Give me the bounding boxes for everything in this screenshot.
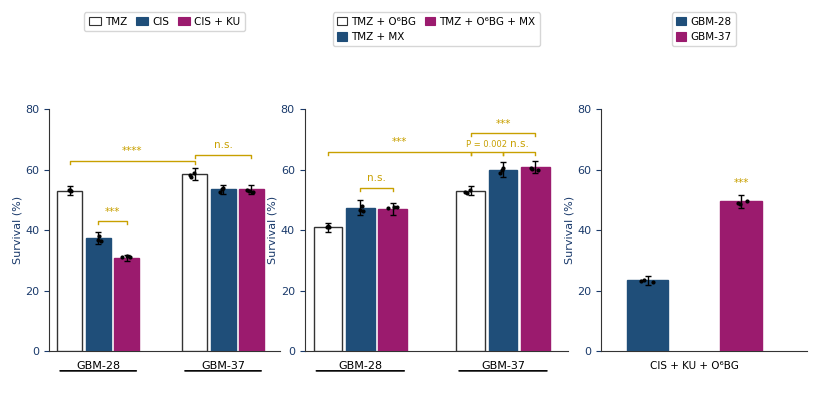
Bar [489, 170, 518, 351]
Text: n.s.: n.s. [214, 140, 233, 150]
Bar [182, 174, 207, 351]
Text: ***: *** [105, 206, 120, 217]
Bar [211, 189, 235, 351]
Text: n.s.: n.s. [509, 139, 528, 149]
Bar [239, 189, 264, 351]
Y-axis label: Survival (%): Survival (%) [564, 196, 574, 264]
Text: ****: **** [122, 146, 142, 156]
Bar [627, 280, 668, 351]
Legend: GBM-28, GBM-37: GBM-28, GBM-37 [672, 13, 736, 46]
Text: n.s.: n.s. [367, 173, 386, 183]
Text: P = 0.002: P = 0.002 [467, 140, 507, 149]
Bar [86, 238, 110, 351]
Bar [114, 258, 139, 351]
Y-axis label: Survival (%): Survival (%) [12, 196, 23, 264]
Y-axis label: Survival (%): Survival (%) [267, 196, 278, 264]
Legend: TMZ + O⁶BG, TMZ + MX, TMZ + O⁶BG + MX: TMZ + O⁶BG, TMZ + MX, TMZ + O⁶BG + MX [332, 13, 540, 46]
Text: ***: *** [392, 137, 407, 147]
Bar [58, 191, 82, 351]
Bar [521, 166, 550, 351]
Bar [456, 191, 485, 351]
Legend: TMZ, CIS, CIS + KU: TMZ, CIS, CIS + KU [85, 13, 244, 31]
Bar [720, 202, 761, 351]
Bar [346, 208, 374, 351]
Bar [314, 227, 342, 351]
Text: ***: *** [495, 119, 511, 129]
Text: ***: *** [733, 178, 749, 188]
Bar [379, 209, 407, 351]
